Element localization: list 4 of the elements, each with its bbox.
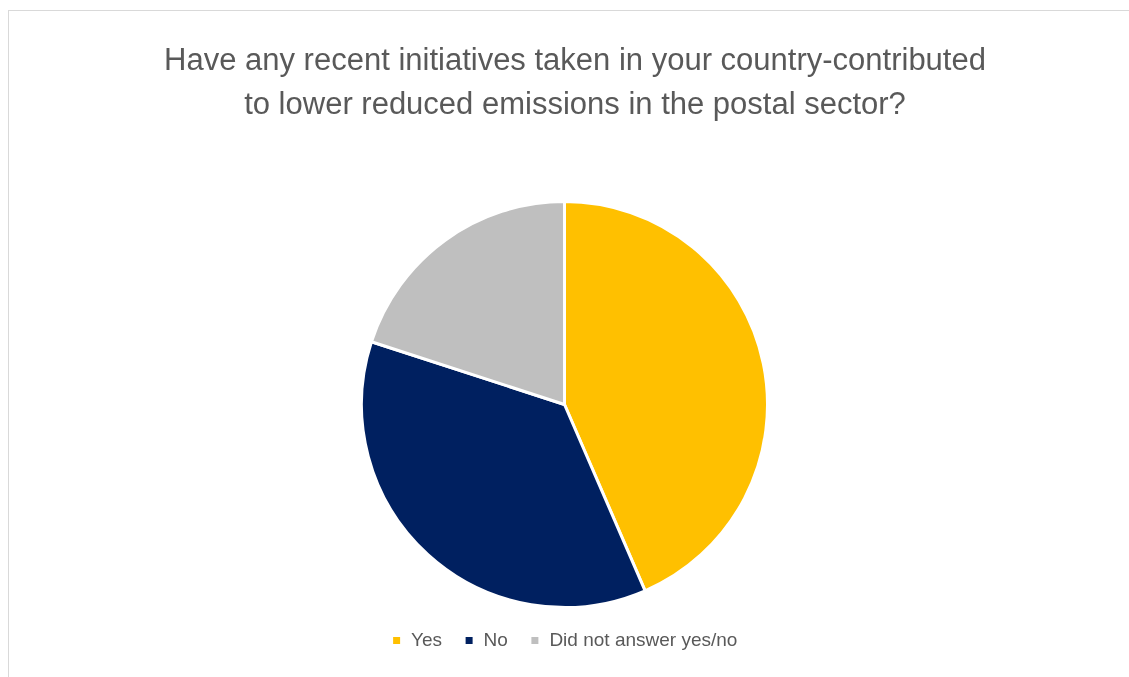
legend-label: Yes — [411, 628, 443, 650]
legend-label: Did not answer yes/no — [549, 628, 738, 650]
legend-label: No — [483, 628, 508, 650]
chart-title: Have any recent initiatives taken in your country-contributed to lower reduced emissions in the postal sector? — [163, 41, 987, 123]
